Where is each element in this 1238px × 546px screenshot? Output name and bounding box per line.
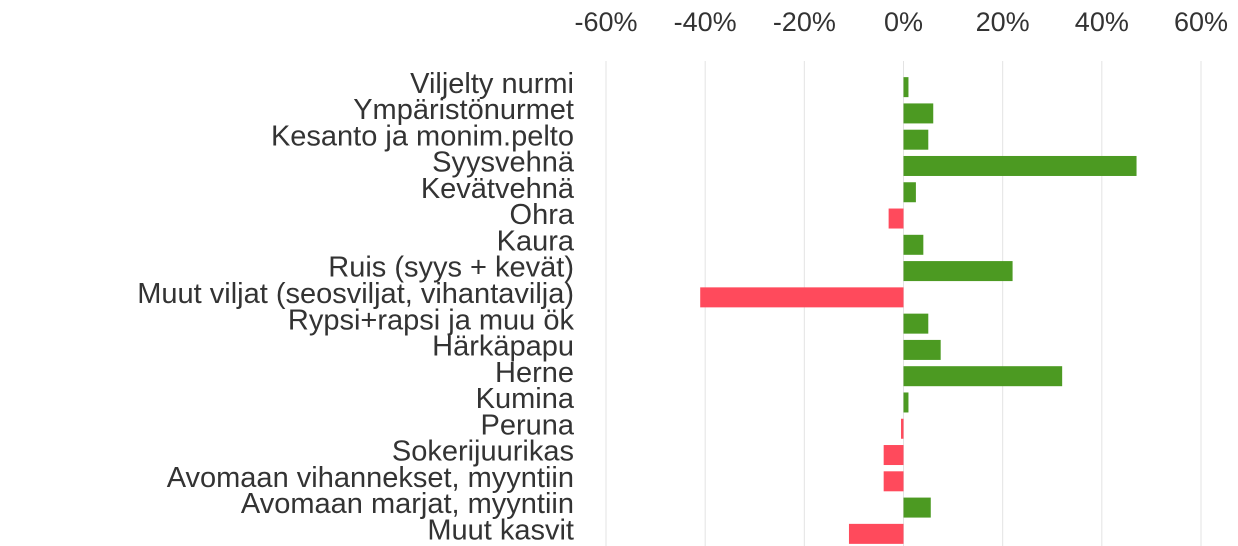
- x-tick-label: -20%: [773, 7, 836, 37]
- category-label: Muut kasvit: [427, 515, 574, 546]
- bar: [903, 77, 909, 98]
- x-tick-label: -60%: [574, 7, 637, 37]
- bar: [883, 445, 904, 466]
- x-tick-label: -40%: [674, 7, 737, 37]
- bar: [903, 234, 924, 255]
- bar: [901, 418, 904, 439]
- x-tick-label: 40%: [1075, 7, 1129, 37]
- x-tick-label: 60%: [1174, 7, 1228, 37]
- category-label: Härkäpapu: [432, 331, 574, 363]
- bar: [903, 366, 1063, 387]
- category-label: Muut viljat (seosviljat, vihantavilja): [137, 278, 574, 310]
- category-label: Kaura: [497, 225, 575, 257]
- bar: [883, 471, 904, 492]
- category-label: Ruis (syys + kevät): [328, 252, 574, 284]
- category-label: Syysvehnä: [432, 147, 575, 179]
- bar: [903, 339, 941, 360]
- x-tick-label: 20%: [976, 7, 1030, 37]
- bar: [903, 392, 909, 413]
- category-label: Ohra: [510, 199, 575, 231]
- category-label: Ympäristönurmet: [353, 94, 574, 126]
- bar: [903, 129, 929, 150]
- bar: [848, 523, 904, 544]
- category-label: Avomaan vihannekset, myyntiin: [167, 462, 574, 494]
- bar: [888, 208, 904, 229]
- bar: [903, 261, 1013, 282]
- bar: [903, 103, 934, 124]
- category-label: Sokerijuurikas: [392, 436, 574, 468]
- category-label: Kumina: [476, 383, 575, 415]
- category-label: Kevätvehnä: [421, 173, 575, 205]
- category-label: Viljelty nurmi: [410, 68, 574, 100]
- category-label: Peruna: [480, 409, 574, 441]
- bar: [903, 497, 931, 518]
- category-label: Herne: [495, 357, 574, 389]
- bar: [903, 155, 1137, 176]
- bar: [903, 182, 916, 203]
- category-label: Avomaan marjat, myyntiin: [241, 488, 574, 520]
- category-label: Rypsi+rapsi ja muu ök: [288, 304, 575, 336]
- x-tick-label: 0%: [884, 7, 923, 37]
- category-label: Kesanto ja monim.pelto: [271, 120, 574, 152]
- bar: [903, 313, 929, 334]
- bar: [700, 287, 904, 308]
